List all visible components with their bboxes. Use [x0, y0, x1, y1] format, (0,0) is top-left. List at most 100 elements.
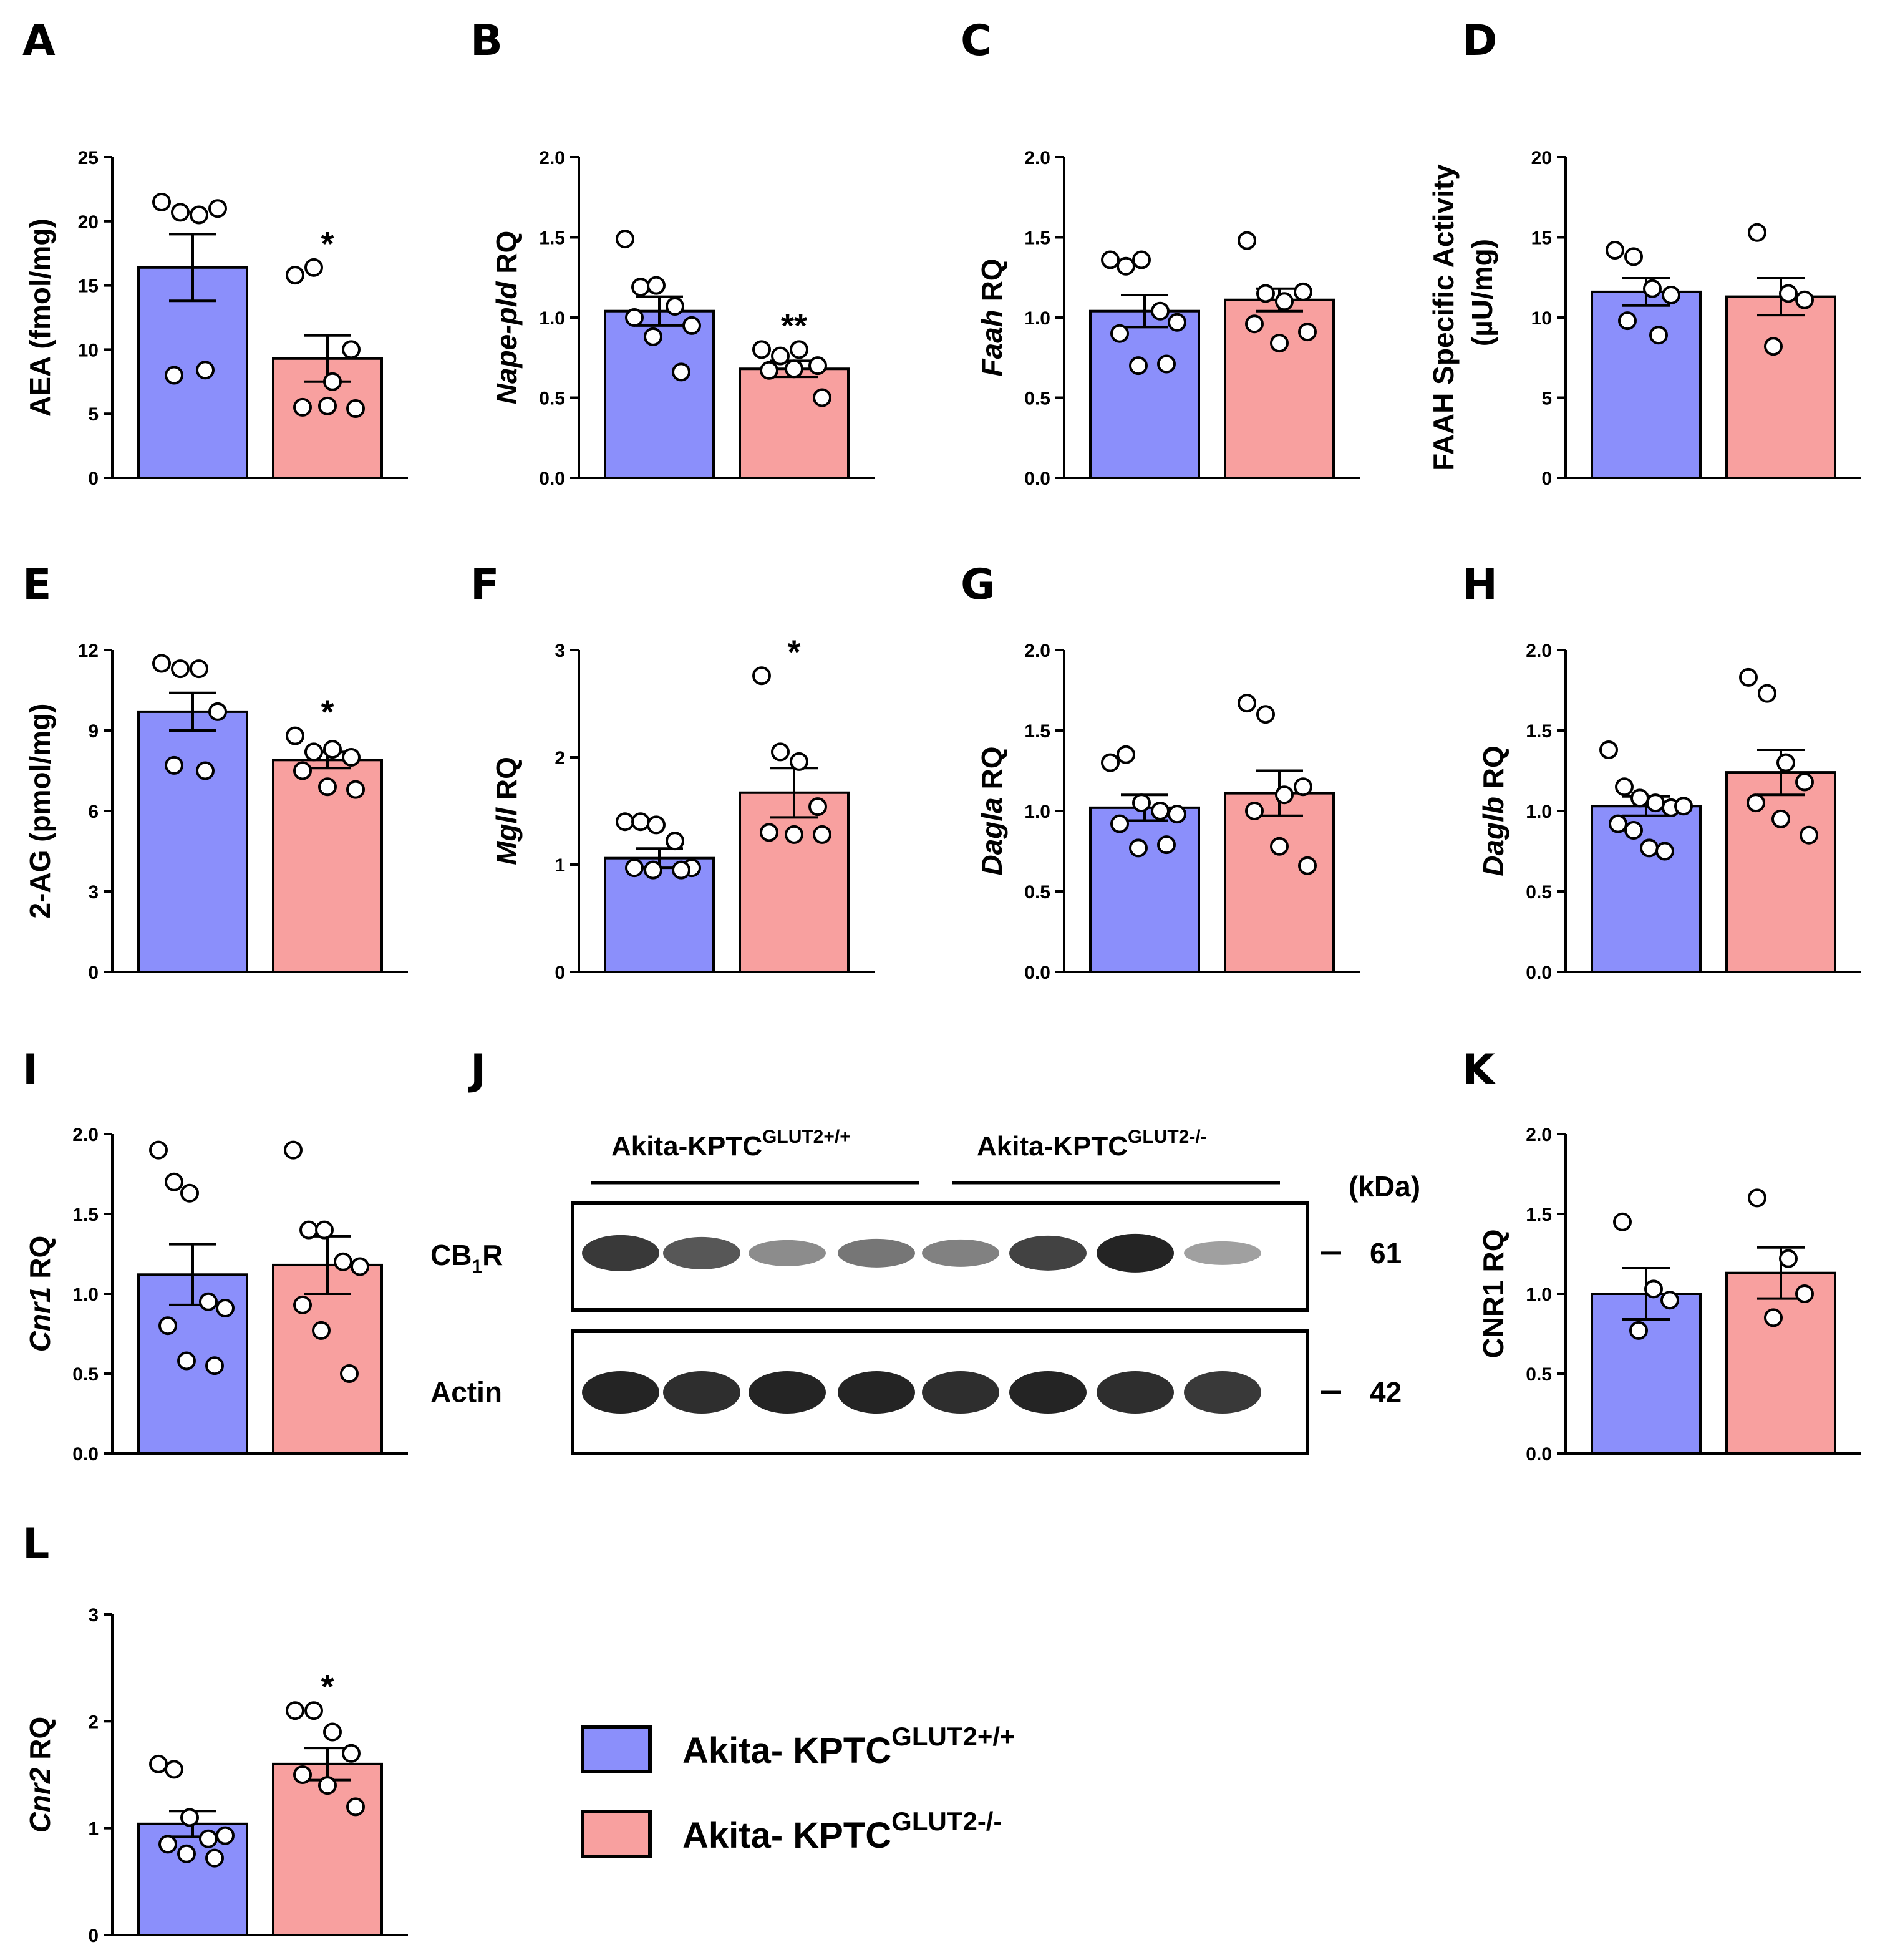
y-tick-label: 0.0 — [539, 468, 565, 489]
data-point — [304, 1701, 323, 1720]
data-point — [152, 192, 171, 211]
y-tick-label: 0 — [88, 1926, 99, 1946]
legend-label-text: Akita- KPTC — [682, 1815, 891, 1856]
y-axis-label-part: RQ — [976, 746, 1008, 797]
data-point — [304, 742, 323, 762]
panel-g: G 0.0 0.5 1.0 1.5 2.0 Dagla RQ — [961, 560, 1360, 983]
y-tick-label: 1.0 — [1526, 1284, 1552, 1305]
bar-c-ko — [1224, 298, 1335, 479]
blot-band — [1097, 1371, 1174, 1414]
legend-label-wt: Akita- KPTCGLUT2+/+ — [682, 1722, 1015, 1771]
data-point — [334, 1252, 352, 1271]
blot-band — [582, 1371, 659, 1414]
y-axis-label-part: RQ — [24, 1717, 56, 1768]
y-axis-label-part: RQ — [490, 231, 523, 282]
data-point — [1615, 777, 1634, 797]
data-point — [1270, 334, 1289, 353]
significance-marker: * — [321, 1668, 334, 1705]
y-axis-label-part: Nape-pld — [490, 281, 523, 405]
y-tick-label: 10 — [1531, 308, 1552, 329]
data-point — [346, 1797, 365, 1817]
y-tick-label: 0 — [555, 963, 565, 983]
blot-band — [1009, 1235, 1087, 1271]
y-axis-label: Cnr2 RQ — [24, 1717, 56, 1833]
blot-group-text: Akita-KPTC — [611, 1131, 762, 1162]
y-tick-label: 1 — [555, 855, 565, 876]
panel-l: L 0 1 2 3 Cnr2 RQ * — [22, 1520, 408, 1946]
data-point — [1117, 256, 1135, 276]
data-point — [1629, 1321, 1648, 1340]
data-point — [1795, 772, 1814, 792]
panel-letter-i: I — [22, 1045, 38, 1095]
data-point — [342, 1744, 361, 1763]
y-axis-label-part: RQ — [490, 757, 523, 808]
y-tick-label: 0.5 — [72, 1364, 99, 1385]
blot-band — [1097, 1233, 1174, 1273]
data-point — [1238, 231, 1256, 250]
y-tick-label: 15 — [1531, 228, 1552, 249]
data-point — [196, 761, 215, 780]
data-point — [1630, 788, 1649, 808]
y-axis-label-part: Dagla — [976, 797, 1008, 875]
significance-marker: * — [321, 225, 334, 263]
panel-letter-c: C — [961, 16, 992, 65]
bar-f-wt — [604, 856, 715, 974]
data-point — [1643, 279, 1662, 298]
y-tick-label: 6 — [88, 802, 99, 822]
kda-marker-label: 61 — [1370, 1237, 1402, 1269]
blot-band — [1184, 1371, 1261, 1414]
bar-a-wt — [137, 266, 248, 479]
panel-k: K 0.0 0.5 1.0 1.5 2.0 CNR1 RQ — [1462, 1045, 1861, 1465]
data-point — [666, 832, 684, 851]
data-point — [199, 1829, 218, 1848]
data-point — [1245, 802, 1264, 820]
data-point — [1779, 1249, 1798, 1268]
data-point — [647, 815, 666, 835]
bar-d-ko — [1725, 295, 1836, 479]
y-axis-label-part: 2-AG (pmol/mg) — [24, 704, 56, 919]
data-point — [318, 777, 337, 797]
data-point — [1129, 838, 1148, 858]
y-axis-label: FAAH Specific Activity — [1427, 164, 1460, 471]
data-point — [165, 366, 183, 385]
data-point — [205, 1848, 224, 1868]
data-point — [625, 858, 644, 878]
y-tick-label: 2.0 — [1024, 641, 1050, 661]
data-point — [1157, 835, 1176, 855]
data-point — [1606, 241, 1624, 260]
data-point — [323, 372, 342, 391]
legend-label-text: Akita- KPTC — [682, 1730, 891, 1771]
data-point — [752, 666, 771, 686]
panel-letter-h: H — [1462, 560, 1498, 609]
data-point — [1151, 301, 1170, 321]
legend-swatch-wt — [581, 1725, 652, 1773]
data-point — [808, 356, 827, 376]
y-axis-label-part: Daglb — [1477, 797, 1509, 876]
bar-k-ko — [1725, 1271, 1836, 1455]
y-tick-label: 0 — [88, 468, 99, 489]
data-point — [1298, 323, 1317, 342]
data-point — [165, 755, 183, 775]
blot-row-label-text: CB — [430, 1239, 472, 1271]
y-axis-label: Cnr1 RQ — [24, 1236, 56, 1352]
blot-row-label: CB1R — [430, 1239, 503, 1277]
data-point — [346, 399, 365, 418]
y-tick-label: 2.0 — [1526, 1125, 1552, 1145]
data-point — [644, 860, 662, 880]
data-point — [1101, 753, 1120, 772]
bar-g-wt — [1089, 806, 1200, 973]
data-point — [1779, 284, 1798, 303]
y-tick-label: 2 — [88, 1712, 99, 1732]
data-point — [1238, 694, 1256, 713]
data-point — [180, 1808, 199, 1827]
data-point — [785, 359, 803, 379]
y-tick-label: 0.5 — [1024, 389, 1050, 409]
data-point — [813, 388, 831, 407]
data-point — [205, 1356, 224, 1375]
blot-band — [749, 1240, 826, 1266]
data-point — [1270, 837, 1289, 856]
data-point — [1640, 838, 1659, 858]
y-tick-label: 0.0 — [1526, 1444, 1552, 1465]
data-point — [158, 1835, 177, 1854]
